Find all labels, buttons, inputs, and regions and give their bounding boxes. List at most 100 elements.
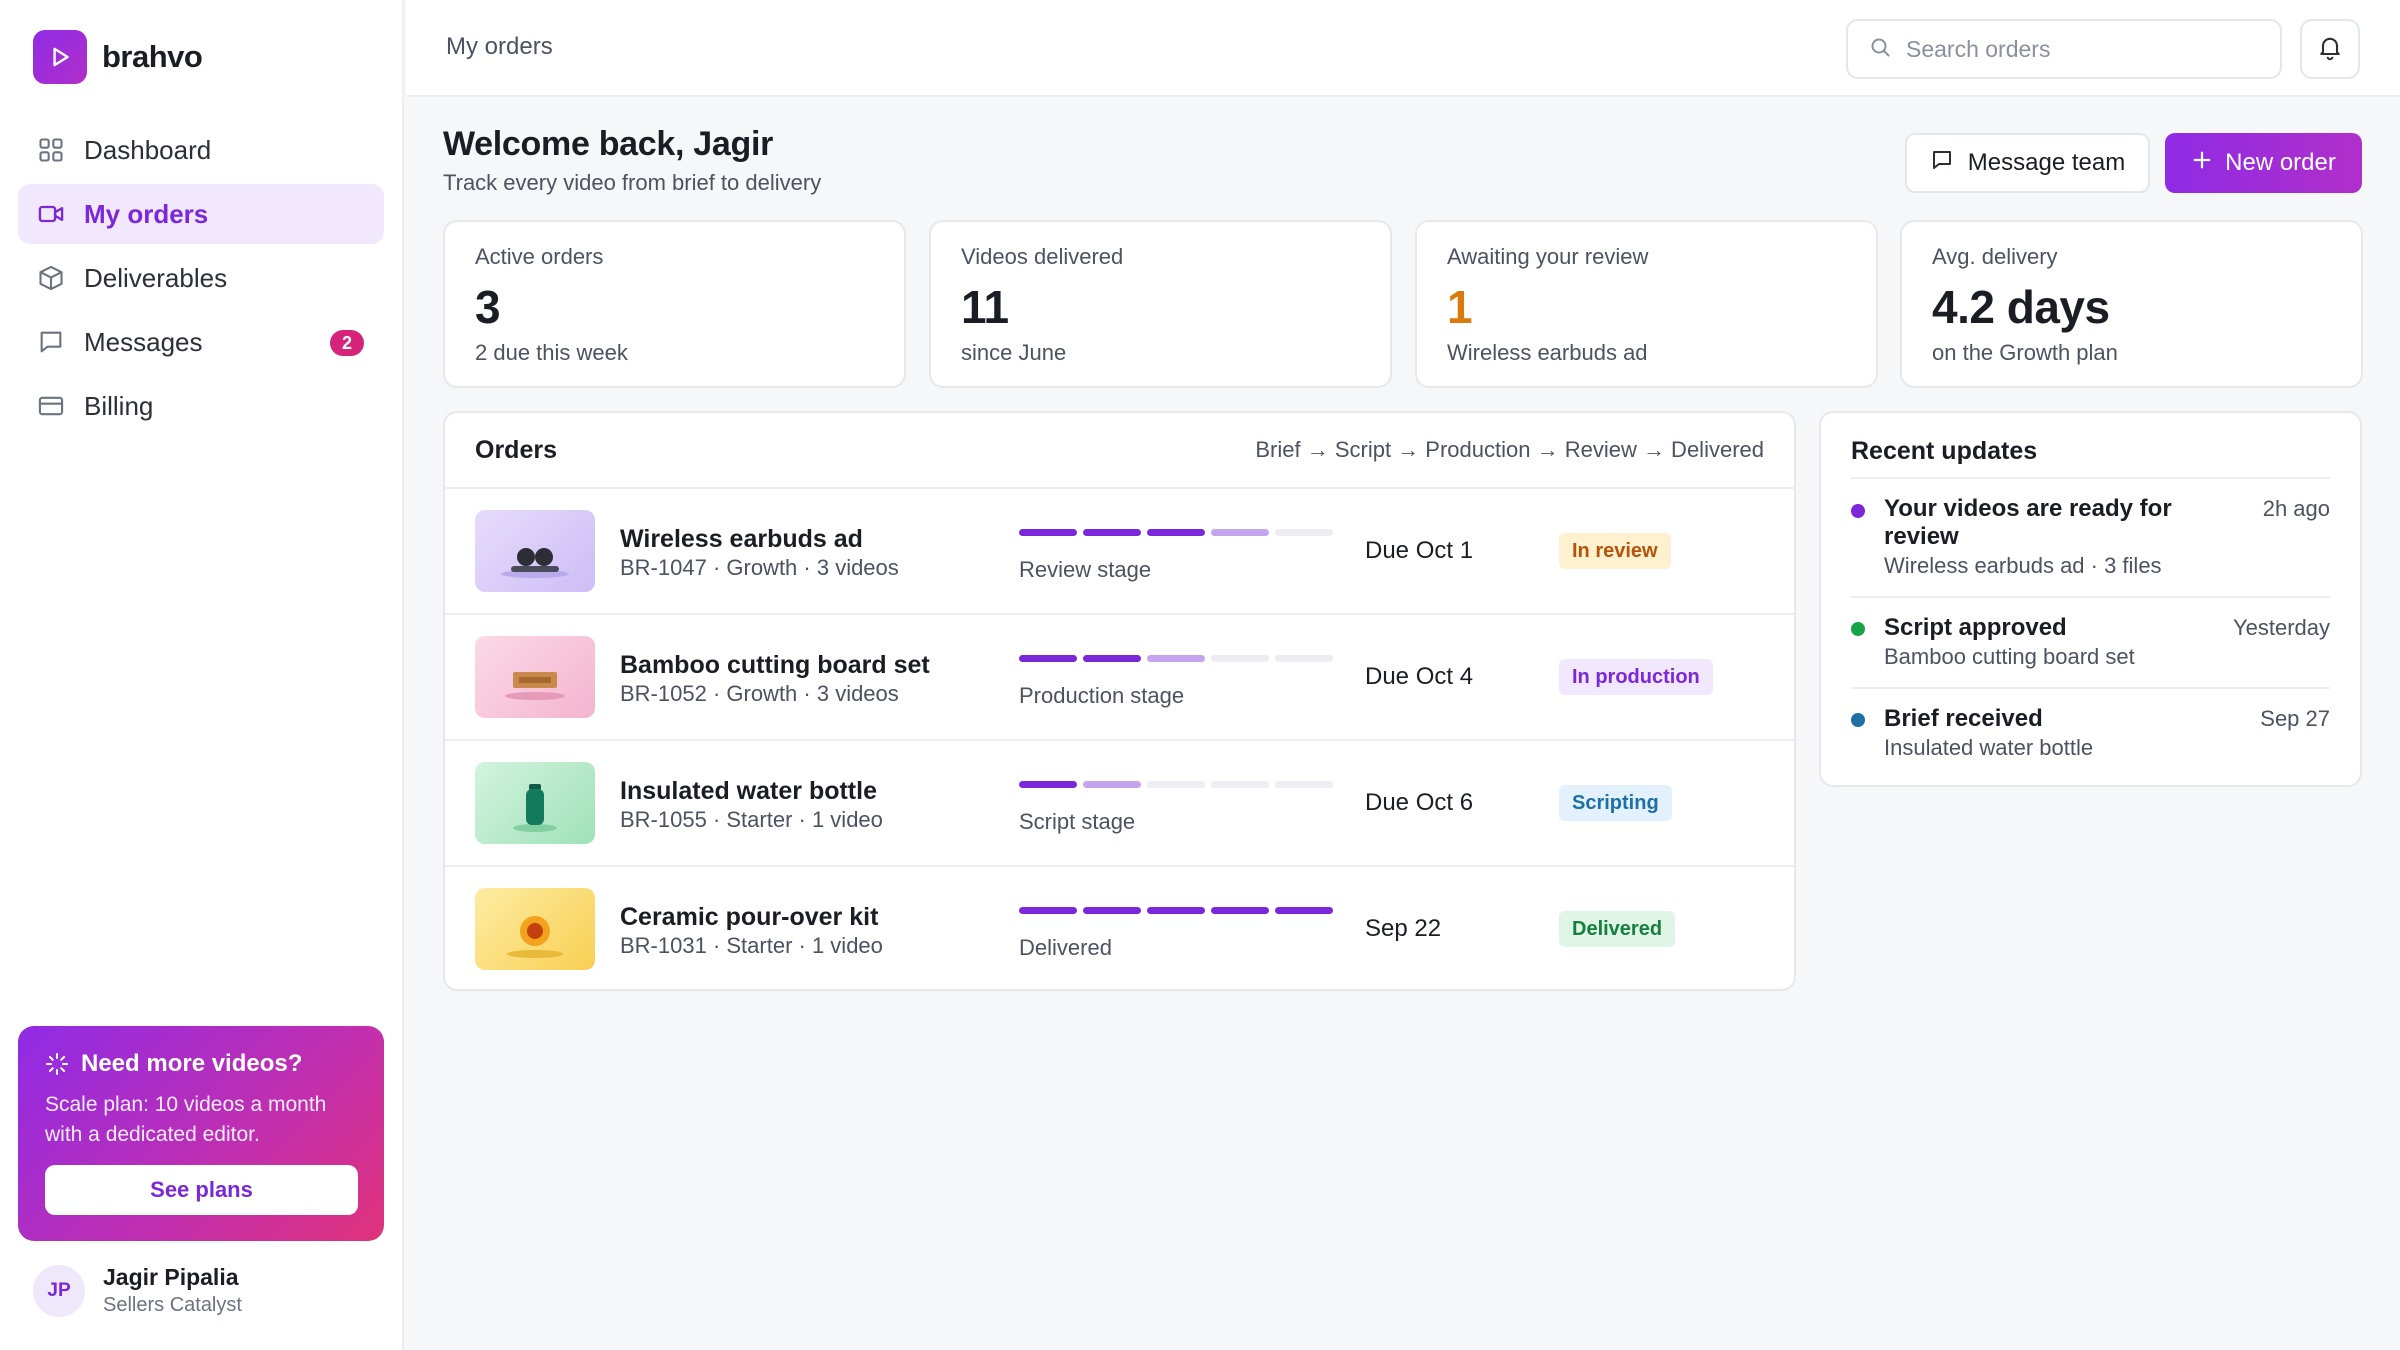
order-row[interactable]: Insulated water bottle BR-1055 · Starter… — [445, 741, 1794, 867]
sidebar-item-label: Deliverables — [84, 262, 228, 293]
sidebar-item-messages[interactable]: Messages 2 — [18, 312, 384, 372]
search-icon — [1868, 35, 1892, 64]
stat-subtext: 2 due this week — [475, 340, 628, 365]
order-row[interactable]: Bamboo cutting board set BR-1052 · Growt… — [445, 615, 1794, 741]
sidebar-item-deliverables[interactable]: Deliverables — [18, 248, 384, 308]
update-subtitle: Wireless earbuds ad · 3 files — [1884, 553, 2162, 578]
plus-icon — [2191, 149, 2213, 178]
sidebar-item-label: Dashboard — [84, 134, 212, 165]
progress-segment — [1147, 781, 1205, 788]
stage-label: Script stage — [1019, 809, 1136, 834]
search-box[interactable] — [1846, 19, 2282, 79]
user-name: Jagir Pipalia — [103, 1264, 239, 1290]
stage-progress — [1019, 907, 1339, 914]
stat-label: Avg. delivery — [1932, 244, 2058, 269]
sidebar-item-label: Messages — [84, 326, 203, 357]
stage-label: Delivered — [1019, 935, 1112, 960]
order-name: Ceramic pour-over kit — [620, 903, 879, 931]
status-dot — [1851, 504, 1865, 518]
orders-panel: Orders Brief → Script → Production → Rev… — [443, 411, 1796, 991]
see-plans-button[interactable]: See plans — [45, 1165, 358, 1215]
update-item[interactable]: Script approved Bamboo cutting board set… — [1851, 598, 2330, 689]
sidebar-nav: Dashboard My orders Deliverables Message… — [18, 120, 384, 440]
user-profile[interactable]: JP Jagir Pipalia Sellers Catalyst — [33, 1264, 242, 1317]
search-input[interactable] — [1906, 35, 2266, 63]
breadcrumb: My orders — [446, 33, 553, 60]
progress-segment — [1147, 529, 1205, 536]
order-meta: BR-1031 · Starter · 1 video — [620, 933, 883, 958]
sidebar-item-my-orders[interactable]: My orders — [18, 184, 384, 244]
stat-subtext: on the Growth plan — [1932, 340, 2118, 365]
update-title: Your videos are ready for review — [1884, 495, 2172, 550]
new-order-button[interactable]: New order — [2165, 133, 2362, 193]
stat-value: 1 — [1447, 281, 1473, 333]
stat-value: 3 — [475, 281, 501, 333]
stage-label: Review stage — [1019, 557, 1152, 582]
credit-card-icon — [36, 391, 66, 421]
update-item[interactable]: Your videos are ready for review Wireles… — [1851, 479, 2330, 598]
order-name: Insulated water bottle — [620, 777, 877, 805]
stat-card-videos-delivered: Videos delivered 11 since June — [929, 220, 1392, 388]
stage-label: Production stage — [1019, 683, 1185, 708]
stat-subtext: since June — [961, 340, 1067, 365]
brand[interactable]: brahvo — [33, 30, 203, 84]
update-item[interactable]: Brief received Insulated water bottle Se… — [1851, 689, 2330, 779]
recent-updates-panel: Recent updates Your videos are ready for… — [1819, 411, 2362, 787]
play-logo-icon — [33, 30, 87, 84]
cutting-board-thumbnail — [475, 636, 595, 718]
promo-title: Need more videos? — [45, 1050, 357, 1078]
sparkle-loader-icon — [45, 1052, 69, 1076]
status-badge: In review — [1559, 533, 1671, 569]
brand-name: brahvo — [102, 39, 203, 74]
update-subtitle: Bamboo cutting board set — [1884, 644, 2135, 669]
stat-card-awaiting-review[interactable]: Awaiting your review 1 Wireless earbuds … — [1415, 220, 1878, 388]
order-row[interactable]: Wireless earbuds ad BR-1047 · Growth · 3… — [445, 489, 1794, 615]
progress-segment — [1211, 907, 1269, 914]
message-team-button[interactable]: Message team — [1905, 133, 2150, 193]
earbuds-thumbnail — [475, 510, 595, 592]
update-title: Brief received — [1884, 705, 2043, 732]
progress-segment — [1147, 655, 1205, 662]
orders-header: Orders Brief → Script → Production → Rev… — [445, 413, 1794, 489]
unread-count-badge: 2 — [330, 330, 364, 356]
due-date: Due Oct 6 — [1365, 789, 1474, 816]
progress-segment — [1083, 907, 1141, 914]
sidebar-item-billing[interactable]: Billing — [18, 376, 384, 436]
progress-segment — [1019, 781, 1077, 788]
stat-card-active-orders: Active orders 3 2 due this week — [443, 220, 906, 388]
progress-segment — [1147, 907, 1205, 914]
avatar: JP — [33, 1264, 85, 1317]
due-date: Due Oct 1 — [1365, 537, 1474, 564]
chat-bubble-icon — [1930, 148, 1954, 179]
video-camera-icon — [36, 199, 66, 229]
progress-segment — [1275, 529, 1333, 536]
progress-segment — [1275, 781, 1333, 788]
update-time: Sep 27 — [2260, 706, 2330, 731]
bell-icon — [2316, 33, 2344, 66]
progress-segment — [1083, 529, 1141, 536]
page-subtitle: Track every video from brief to delivery — [443, 170, 822, 195]
dashboard-grid-icon — [36, 135, 66, 165]
stage-progress — [1019, 655, 1339, 662]
sidebar-item-dashboard[interactable]: Dashboard — [18, 120, 384, 180]
progress-segment — [1019, 655, 1077, 662]
stat-value: 4.2 days — [1932, 281, 2110, 333]
order-name: Wireless earbuds ad — [620, 525, 863, 553]
order-row[interactable]: Ceramic pour-over kit BR-1031 · Starter … — [445, 867, 1794, 989]
stat-value: 11 — [961, 281, 1009, 333]
progress-segment — [1211, 529, 1269, 536]
pipeline-legend: Brief → Script → Production → Review → D… — [1255, 437, 1764, 462]
update-time: Yesterday — [2232, 615, 2330, 640]
update-time: 2h ago — [2262, 496, 2330, 521]
notifications-button[interactable] — [2300, 19, 2360, 79]
stat-card-avg-delivery: Avg. delivery 4.2 days on the Growth pla… — [1900, 220, 2363, 388]
due-date: Due Oct 4 — [1365, 663, 1474, 690]
stage-progress — [1019, 529, 1339, 536]
page-title: Welcome back, Jagir — [443, 125, 774, 163]
stat-label: Active orders — [475, 244, 604, 269]
progress-segment — [1083, 655, 1141, 662]
status-dot — [1851, 622, 1865, 636]
stat-subtext: Wireless earbuds ad — [1447, 340, 1648, 365]
update-title: Script approved — [1884, 614, 2067, 641]
progress-segment — [1019, 907, 1077, 914]
